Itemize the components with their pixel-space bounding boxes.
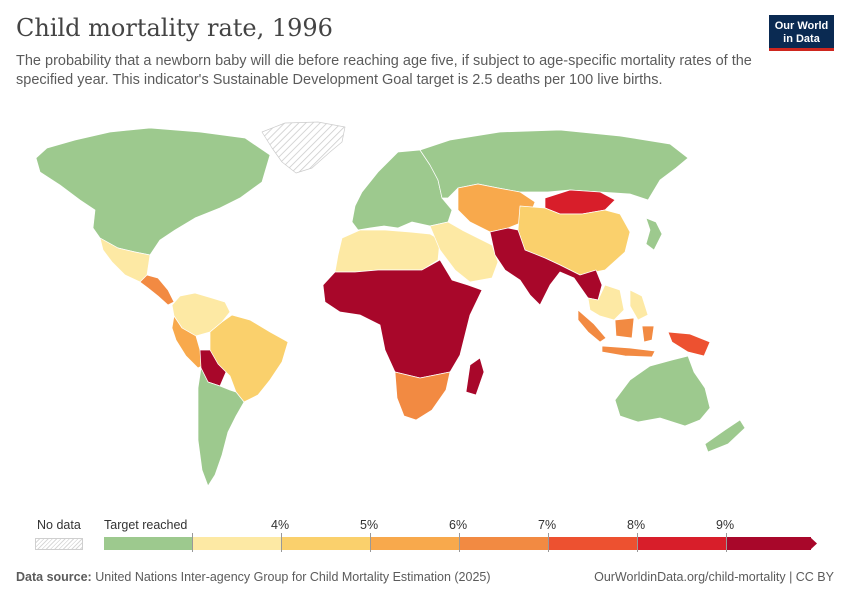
region-australia[interactable] bbox=[614, 355, 711, 427]
legend-label-4pct: 4% bbox=[271, 518, 290, 532]
region-sub-saharan-africa[interactable] bbox=[322, 259, 483, 379]
region-japan[interactable] bbox=[645, 217, 663, 251]
legend-tick bbox=[370, 533, 371, 552]
data-source-note: Data source: United Nations Inter-agency… bbox=[16, 570, 491, 584]
legend-tick bbox=[637, 533, 638, 552]
region-southern-africa[interactable] bbox=[394, 371, 451, 421]
legend-bin-5pct[interactable] bbox=[282, 537, 371, 550]
legend-label-target: Target reached bbox=[104, 518, 188, 532]
region-new-zealand[interactable] bbox=[704, 419, 746, 453]
legend-label-7pct: 7% bbox=[538, 518, 557, 532]
legend-bin-4pct[interactable] bbox=[193, 537, 282, 550]
legend-bin-over-9pct[interactable] bbox=[727, 537, 811, 550]
data-source-label: Data source: bbox=[16, 570, 92, 584]
legend-tick bbox=[459, 533, 460, 552]
region-madagascar[interactable] bbox=[465, 357, 485, 396]
region-europe[interactable] bbox=[351, 149, 453, 231]
legend-bin-9pct[interactable] bbox=[638, 537, 727, 550]
region-papua-new-guinea[interactable] bbox=[667, 331, 711, 357]
data-source-text[interactable]: United Nations Inter-agency Group for Ch… bbox=[95, 570, 491, 584]
legend-label-8pct: 8% bbox=[627, 518, 646, 532]
legend-tick bbox=[548, 533, 549, 552]
region-greenland[interactable] bbox=[261, 121, 346, 174]
legend-tick bbox=[726, 533, 727, 552]
source-url[interactable]: OurWorldinData.org/child-mortality | CC … bbox=[594, 570, 834, 584]
color-legend: No data Target reached 4% 5% 6% 7% 8% 9% bbox=[0, 514, 850, 554]
no-data-swatch[interactable] bbox=[35, 538, 83, 550]
logo-line-1: Our World bbox=[774, 20, 829, 32]
no-data-label: No data bbox=[37, 518, 81, 532]
legend-bin-target[interactable] bbox=[104, 537, 193, 550]
legend-bin-7pct[interactable] bbox=[460, 537, 549, 550]
legend-tick bbox=[192, 533, 193, 552]
legend-bin-8pct[interactable] bbox=[549, 537, 638, 550]
region-central-america[interactable] bbox=[139, 274, 175, 306]
legend-bin-6pct[interactable] bbox=[371, 537, 460, 550]
owid-logo[interactable]: Our World in Data bbox=[769, 15, 834, 51]
region-southeast-asia[interactable] bbox=[587, 284, 649, 321]
legend-label-5pct: 5% bbox=[360, 518, 379, 532]
legend-label-6pct: 6% bbox=[449, 518, 468, 532]
chart-subtitle: The probability that a newborn baby will… bbox=[16, 53, 752, 88]
world-map[interactable] bbox=[0, 110, 850, 510]
region-north-africa[interactable] bbox=[334, 229, 441, 273]
region-middle-east[interactable] bbox=[429, 221, 499, 283]
legend-label-9pct: 9% bbox=[716, 518, 735, 532]
region-indonesia[interactable] bbox=[577, 309, 656, 358]
region-canada-usa[interactable] bbox=[35, 127, 271, 256]
region-argentina-chile[interactable] bbox=[197, 367, 245, 487]
chart-title: Child mortality rate, 1996 bbox=[16, 14, 333, 42]
logo-line-2: in Data bbox=[783, 32, 820, 45]
legend-tick bbox=[281, 533, 282, 552]
legend-arrow-tip bbox=[810, 537, 817, 550]
